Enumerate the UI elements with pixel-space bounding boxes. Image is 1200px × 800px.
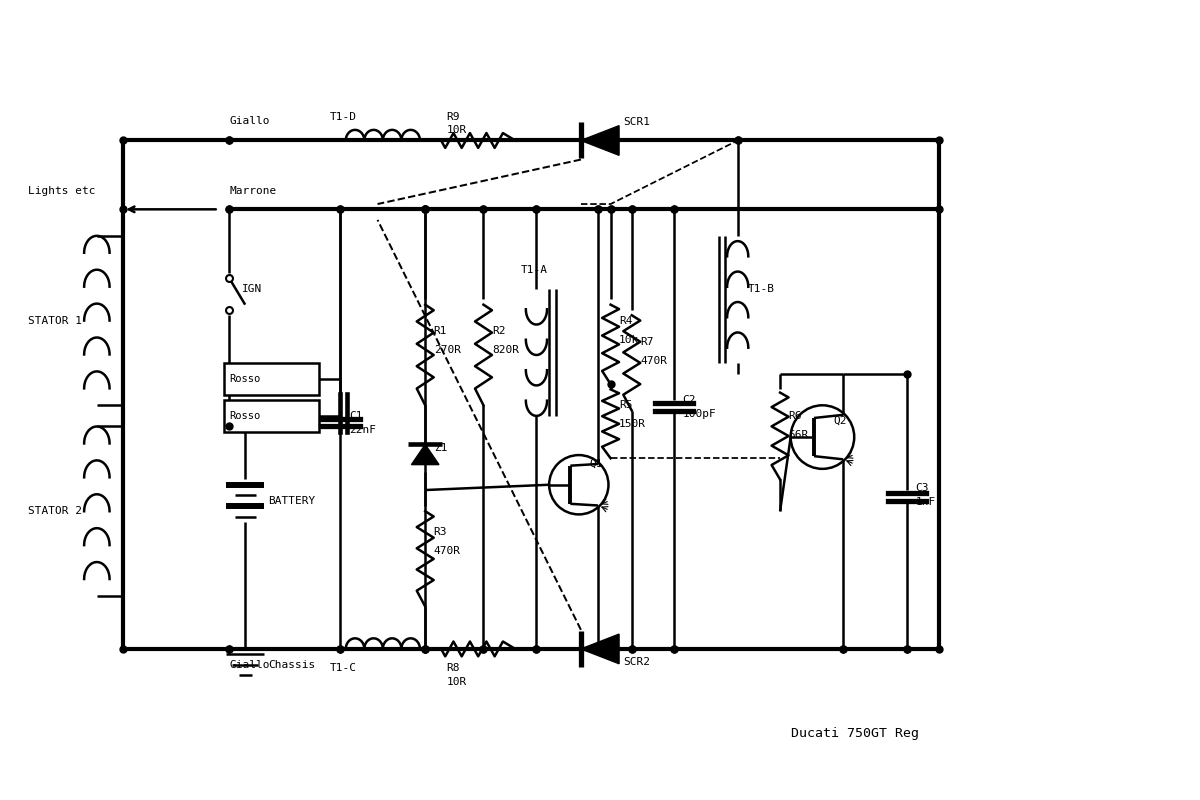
Text: Lights etc: Lights etc [28,186,96,196]
Text: 56R: 56R [788,430,809,440]
Text: T1-C: T1-C [330,663,356,673]
Text: T1-B: T1-B [749,284,775,294]
Text: Z1: Z1 [433,442,448,453]
Text: Q2: Q2 [833,416,846,426]
Text: Marrone: Marrone [229,186,276,196]
Text: STATOR 2: STATOR 2 [28,506,82,516]
Text: SCR2: SCR2 [623,657,650,666]
Text: STATOR 1: STATOR 1 [28,315,82,326]
Text: Rosso: Rosso [229,374,260,384]
Text: IGN: IGN [242,284,263,294]
Text: R9: R9 [446,112,460,122]
Text: 1nF: 1nF [916,497,936,506]
Text: 22nF: 22nF [349,425,376,434]
Text: C1: C1 [349,411,362,421]
Bar [224,363,319,394]
Text: C2: C2 [683,395,696,405]
Text: Ducati 750GT Reg: Ducati 750GT Reg [791,727,919,740]
Text: 470R: 470R [641,356,667,366]
Text: R3: R3 [433,527,448,538]
Text: BATTERY: BATTERY [269,496,316,506]
Text: 470R: 470R [433,546,461,557]
Text: R8: R8 [446,663,460,673]
Text: Giallo: Giallo [229,660,270,670]
Text: R5: R5 [619,400,632,410]
Polygon shape [581,634,619,664]
Text: SCR1: SCR1 [623,118,650,127]
Text: 100pF: 100pF [683,409,716,418]
Text: 270R: 270R [433,346,461,355]
Text: 150R: 150R [619,419,646,430]
Text: T1-D: T1-D [330,112,356,122]
Text: R4: R4 [619,315,632,326]
Text: R2: R2 [492,326,505,336]
Text: 10R: 10R [446,125,467,135]
Text: Chassis: Chassis [269,660,316,670]
Text: R6: R6 [788,411,802,421]
Bar [224,400,319,432]
Text: C3: C3 [916,483,929,493]
Text: Giallo: Giallo [229,117,270,126]
Polygon shape [581,126,619,155]
Text: R7: R7 [641,337,654,346]
Text: T1-A: T1-A [521,265,547,274]
Text: 10R: 10R [446,677,467,686]
Text: Rosso: Rosso [229,411,260,421]
Text: 820R: 820R [492,346,518,355]
Text: 10k: 10k [619,334,640,345]
Text: R1: R1 [433,326,448,336]
Polygon shape [412,445,439,465]
Text: Q1: Q1 [589,458,602,469]
